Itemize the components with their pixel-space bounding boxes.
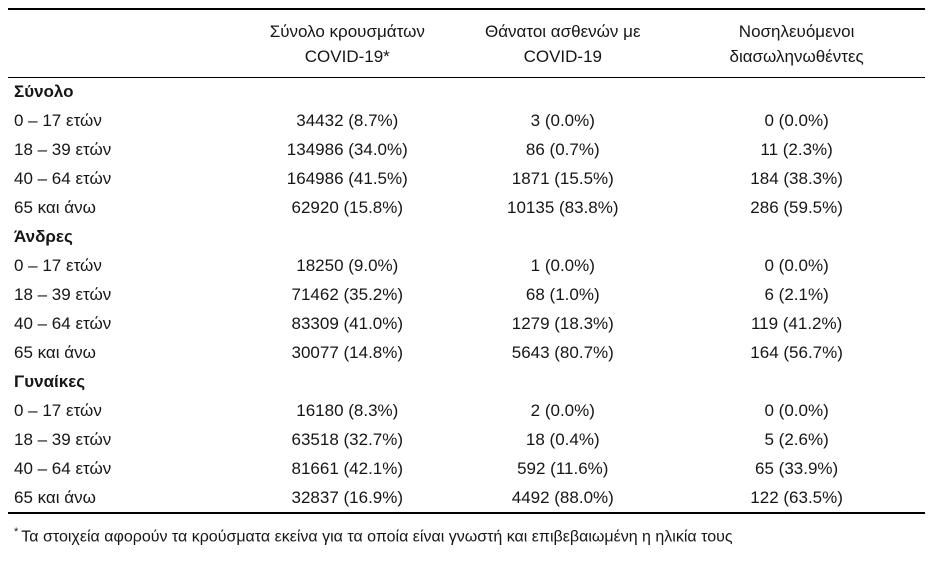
value-cell: 10135 (83.8%) [507, 198, 619, 217]
value-cell: 0 (0.0%) [764, 111, 829, 130]
value-cell: 34432 (8.7%) [296, 111, 399, 130]
section-header-row: Γυναίκες [8, 368, 925, 397]
report-page: Σύνολο κρουσμάτων COVID-19* Θάνατοι ασθε… [8, 8, 925, 548]
data-row: 65 και άνω 30077 (14.8%) 5643 (80.7%) 164 (… [8, 339, 925, 368]
value-cell: 81661 (42.1%) [291, 459, 404, 478]
value-cell: 18 (0.4%) [525, 430, 600, 449]
header-total-cases-line1: Σύνολο κρουσμάτων [269, 22, 425, 41]
value-cell: 30077 (14.8%) [291, 343, 404, 362]
age-group-label: 0 – 17 ετών [14, 256, 102, 275]
value-cell: 119 (41.2%) [750, 314, 843, 333]
age-group-label: 18 – 39 ετών [14, 140, 112, 159]
footnote: * Τα στοιχεία αφορούν τα κρούσματα εκείνα… [8, 514, 925, 548]
value-cell: 86 (0.7%) [525, 140, 600, 159]
header-deaths-line1: Θάνατοι ασθενών με [485, 22, 641, 41]
section-label: Γυναίκες [14, 372, 86, 391]
header-empty-cell [8, 9, 238, 78]
data-row: 0 – 17 ετών 34432 (8.7%) 3 (0.0%) 0 (0.0%) [8, 107, 925, 136]
section-label: Άνδρες [14, 227, 73, 246]
header-intubated: Νοσηλευόμενοι διασωληνωθέντες [668, 9, 925, 78]
age-group-label: 18 – 39 ετών [14, 430, 112, 449]
data-row: 0 – 17 ετών 18250 (9.0%) 1 (0.0%) 0 (0.0%) [8, 252, 925, 281]
value-cell: 3 (0.0%) [530, 111, 595, 130]
value-cell: 18250 (9.0%) [296, 256, 399, 275]
header-total-cases: Σύνολο κρουσμάτων COVID-19* [237, 9, 458, 78]
header-intubated-line2: διασωληνωθέντες [729, 47, 864, 66]
value-cell: 5 (2.6%) [764, 430, 829, 449]
age-group-label: 40 – 64 ετών [14, 314, 112, 333]
section-header-row: Άνδρες [8, 223, 925, 252]
data-row: 40 – 64 ετών 164986 (41.5%) 1871 (15.5%) 18… [8, 165, 925, 194]
data-row: 18 – 39 ετών 134986 (34.0%) 86 (0.7%) 11 (2… [8, 136, 925, 165]
value-cell: 6 (2.1%) [764, 285, 829, 304]
value-cell: 5643 (80.7%) [511, 343, 614, 362]
section-label: Σύνολο [14, 82, 74, 102]
age-group-label: 0 – 17 ετών [14, 401, 102, 420]
value-cell: 16180 (8.3%) [296, 401, 399, 420]
data-row: 65 και άνω 32837 (16.9%) 4492 (88.0%) 122 (… [8, 484, 925, 513]
value-cell: 11 (2.3%) [760, 140, 833, 159]
header-deaths-line2: COVID-19 [523, 47, 602, 66]
value-cell: 0 (0.0%) [764, 256, 829, 275]
value-cell: 286 (59.5%) [750, 198, 843, 217]
header-intubated-line1: Νοσηλευόμενοι [738, 22, 855, 41]
age-group-label: 40 – 64 ετών [14, 169, 112, 188]
value-cell: 1 (0.0%) [530, 256, 595, 275]
data-row: 40 – 64 ετών 83309 (41.0%) 1279 (18.3%) 119… [8, 310, 925, 339]
section-header-row: Σύνολο [8, 78, 925, 107]
value-cell: 122 (63.5%) [750, 487, 843, 507]
data-row: 18 – 39 ετών 63518 (32.7%) 18 (0.4%) 5 (2.6… [8, 426, 925, 455]
value-cell: 164986 (41.5%) [286, 169, 408, 188]
value-cell: 0 (0.0%) [764, 401, 829, 420]
value-cell: 63518 (32.7%) [291, 430, 404, 449]
value-cell: 68 (1.0%) [525, 285, 600, 304]
header-total-cases-line2: COVID-19* [304, 47, 390, 66]
value-cell: 1279 (18.3%) [511, 314, 614, 333]
age-group-label: 65 και άνω [14, 487, 96, 507]
value-cell: 4492 (88.0%) [511, 487, 614, 507]
value-cell: 62920 (15.8%) [291, 198, 404, 217]
data-row: 0 – 17 ετών 16180 (8.3%) 2 (0.0%) 0 (0.0%) [8, 397, 925, 426]
value-cell: 592 (11.6%) [517, 459, 609, 478]
covid-age-distribution-table: Σύνολο κρουσμάτων COVID-19* Θάνατοι ασθε… [8, 8, 925, 514]
age-group-label: 0 – 17 ετών [14, 111, 102, 130]
value-cell: 1871 (15.5%) [511, 169, 614, 188]
footnote-text: Τα στοιχεία αφορούν τα κρούσματα εκείνα … [21, 527, 733, 545]
data-row: 40 – 64 ετών 81661 (42.1%) 592 (11.6%) 65 (… [8, 455, 925, 484]
age-group-label: 65 και άνω [14, 343, 96, 362]
data-row: 18 – 39 ετών 71462 (35.2%) 68 (1.0%) 6 (2.1… [8, 281, 925, 310]
value-cell: 65 (33.9%) [755, 459, 839, 478]
value-cell: 71462 (35.2%) [291, 285, 404, 304]
value-cell: 83309 (41.0%) [291, 314, 404, 333]
footnote-marker: * [14, 525, 19, 538]
value-cell: 2 (0.0%) [530, 401, 595, 420]
header-deaths: Θάνατοι ασθενών με COVID-19 [457, 9, 669, 78]
value-cell: 184 (38.3%) [750, 169, 843, 188]
value-cell: 134986 (34.0%) [286, 140, 408, 159]
value-cell: 164 (56.7%) [750, 343, 843, 362]
age-group-label: 40 – 64 ετών [14, 459, 112, 478]
value-cell: 32837 (16.9%) [291, 487, 404, 507]
age-group-label: 18 – 39 ετών [14, 285, 112, 304]
data-row: 65 και άνω 62920 (15.8%) 10135 (83.8%) 286 … [8, 194, 925, 223]
header-row: Σύνολο κρουσμάτων COVID-19* Θάνατοι ασθε… [8, 9, 925, 78]
age-group-label: 65 και άνω [14, 198, 96, 217]
